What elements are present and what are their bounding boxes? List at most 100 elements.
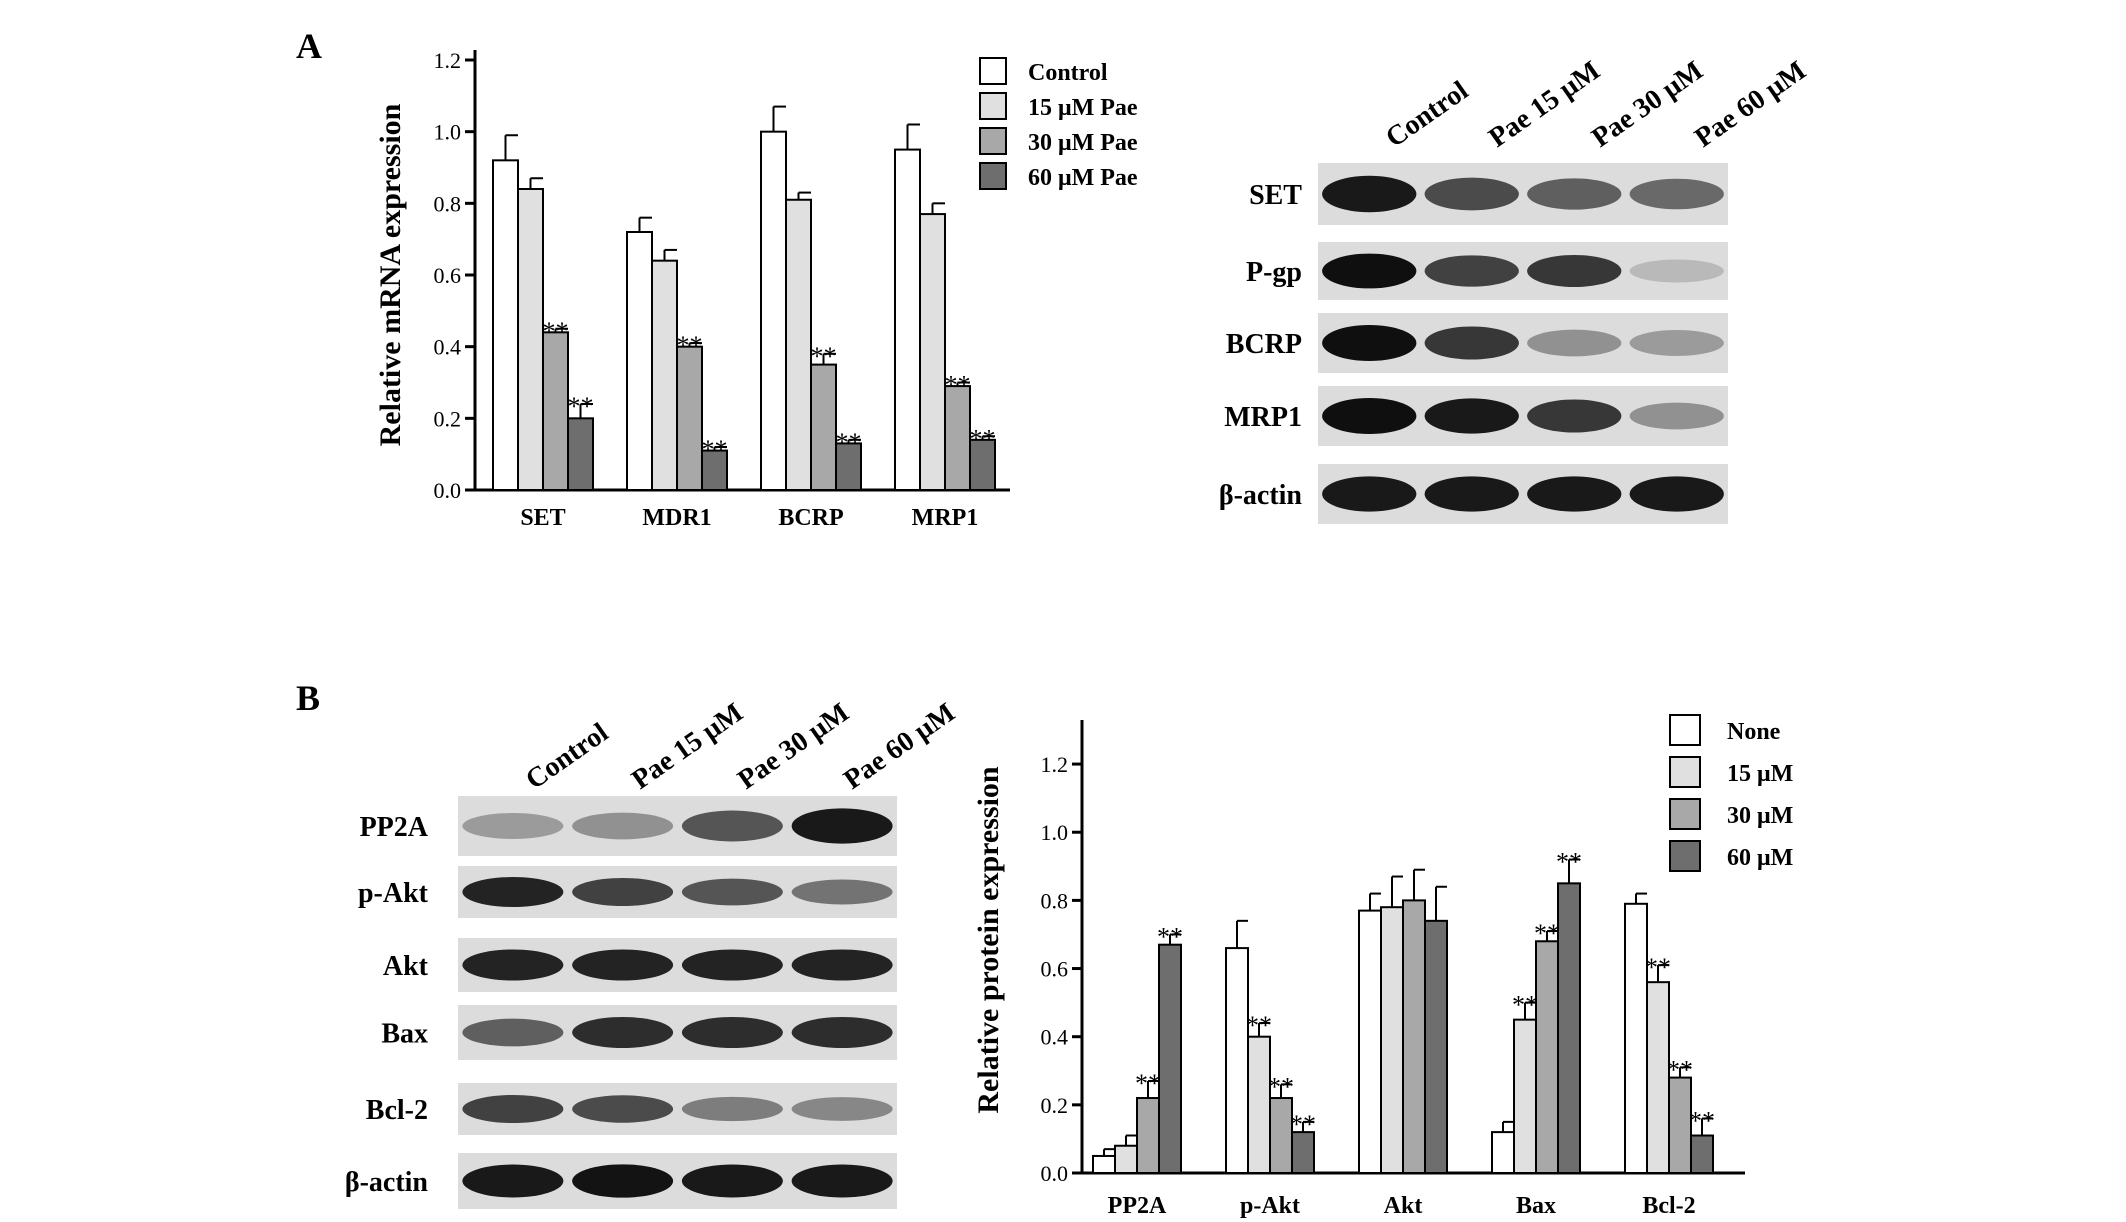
blot-band — [1527, 399, 1622, 433]
blot-row-label: β-actin — [1219, 480, 1303, 511]
blot-band — [572, 877, 674, 907]
blot-band — [1322, 175, 1417, 213]
significance-mark: ** — [1246, 1011, 1272, 1040]
blot-band — [462, 949, 564, 981]
legend-swatch — [1669, 798, 1701, 830]
blot-row-label: Bax — [381, 1019, 428, 1050]
blot-band — [791, 808, 893, 844]
blot-row-label: Bcl-2 — [366, 1095, 428, 1126]
blot-row-label: SET — [1249, 180, 1302, 211]
blot-lane-label: Control — [520, 717, 614, 796]
y-tick-label: 0.8 — [434, 191, 462, 216]
x-tick-label: Bcl-2 — [1642, 1193, 1695, 1219]
bar — [1114, 1144, 1138, 1174]
blot-row-label: p-Akt — [358, 878, 429, 909]
bar — [567, 417, 594, 492]
bar — [1646, 981, 1670, 1175]
y-tick-label: 0.0 — [1041, 1161, 1069, 1186]
blot-band — [1424, 177, 1519, 211]
blot-band — [572, 1164, 674, 1198]
blot-band — [1322, 253, 1417, 289]
bar — [1225, 947, 1249, 1174]
blot-lane-label: Pae 30 μM — [1586, 55, 1709, 154]
legend-label: 60 μM — [1727, 845, 1793, 871]
bar — [969, 438, 996, 492]
blot-row-label: PP2A — [360, 812, 429, 843]
bar — [542, 331, 569, 492]
blot-band — [1322, 325, 1417, 361]
legend-label: 15 μM — [1727, 761, 1793, 787]
legend-swatch — [1669, 840, 1701, 872]
significance-mark: ** — [543, 317, 569, 346]
blot-band — [1424, 255, 1519, 287]
bar — [919, 213, 946, 491]
blot-band — [572, 1095, 674, 1123]
blot-band — [1527, 178, 1622, 210]
significance-mark: ** — [568, 392, 594, 421]
x-tick-label: SET — [520, 505, 565, 531]
bar — [1269, 1097, 1293, 1174]
significance-mark: ** — [1135, 1069, 1161, 1098]
bar-charts: 0.0 0.2 0.4 0.6 0.8 1.0 1.2 Relative mRNA expre… — [374, 48, 1793, 1219]
blot-lane-label: Pae 15 μM — [626, 697, 749, 796]
bar — [944, 385, 971, 492]
y-axis-label: Relative mRNA expression — [374, 103, 407, 446]
significance-mark: ** — [1556, 847, 1582, 876]
blot-lane-label: Pae 30 μM — [732, 697, 855, 796]
blot-band — [1527, 329, 1622, 357]
significance-mark: ** — [1157, 922, 1183, 951]
legend-swatch — [979, 127, 1007, 155]
bar — [701, 449, 728, 492]
bar — [1624, 902, 1648, 1174]
bar — [1535, 940, 1559, 1174]
blot-lane-label: Control — [1380, 75, 1474, 154]
blot-lane-label: Pae 15 μM — [1483, 55, 1606, 154]
blot-lane-label: Pae 60 μM — [1689, 55, 1812, 154]
significance-mark: ** — [702, 435, 728, 464]
bar — [1380, 906, 1404, 1174]
blot-band — [1629, 402, 1724, 430]
blot-band — [572, 1016, 674, 1049]
legend-label: None — [1727, 719, 1781, 745]
blot-band — [1629, 476, 1724, 512]
blot-band — [681, 1016, 783, 1049]
blot-band — [1322, 476, 1417, 512]
blot-row-label: P-gp — [1246, 257, 1302, 288]
panel-b-letter: B — [296, 678, 320, 718]
bar — [785, 198, 812, 491]
y-tick-label: 1.0 — [434, 120, 462, 145]
legend-swatch — [979, 92, 1007, 120]
bar — [810, 363, 837, 492]
legend-label: 60 μM Pae — [1028, 165, 1138, 191]
significance-mark: ** — [1268, 1072, 1294, 1101]
significance-mark: ** — [836, 428, 862, 457]
significance-mark: ** — [1290, 1110, 1316, 1139]
blot-band — [1424, 326, 1519, 360]
blot-band — [1527, 254, 1622, 288]
y-tick-label: 0.4 — [1041, 1025, 1069, 1050]
legend-label: 30 μM — [1727, 803, 1793, 829]
legend-swatch — [1669, 714, 1701, 746]
panel-a-letter: A — [296, 26, 322, 66]
legend-swatch — [1669, 756, 1701, 788]
blot-row-label: MRP1 — [1224, 402, 1302, 433]
y-tick-label: 0.2 — [1041, 1093, 1069, 1118]
blot-row-label: β-actin — [345, 1167, 429, 1198]
blot-band — [1629, 330, 1724, 356]
significance-mark: ** — [970, 424, 996, 453]
y-axis-label: Relative protein expression — [972, 766, 1005, 1114]
blot-band — [791, 879, 893, 905]
chart-1: 0.0 0.2 0.4 0.6 0.8 1.0 1.2 Relative mRNA expre… — [374, 48, 1138, 531]
bar — [626, 231, 653, 491]
blot-band — [681, 949, 783, 981]
x-tick-label: Bax — [1516, 1193, 1556, 1219]
x-tick-label: PP2A — [1108, 1193, 1167, 1219]
bar — [517, 188, 544, 491]
y-tick-label: 0.6 — [434, 263, 462, 288]
blot-band — [681, 1164, 783, 1198]
significance-mark: ** — [677, 331, 703, 360]
blot-band — [462, 1164, 564, 1198]
bar — [1402, 899, 1426, 1175]
x-tick-label: MRP1 — [912, 505, 979, 531]
